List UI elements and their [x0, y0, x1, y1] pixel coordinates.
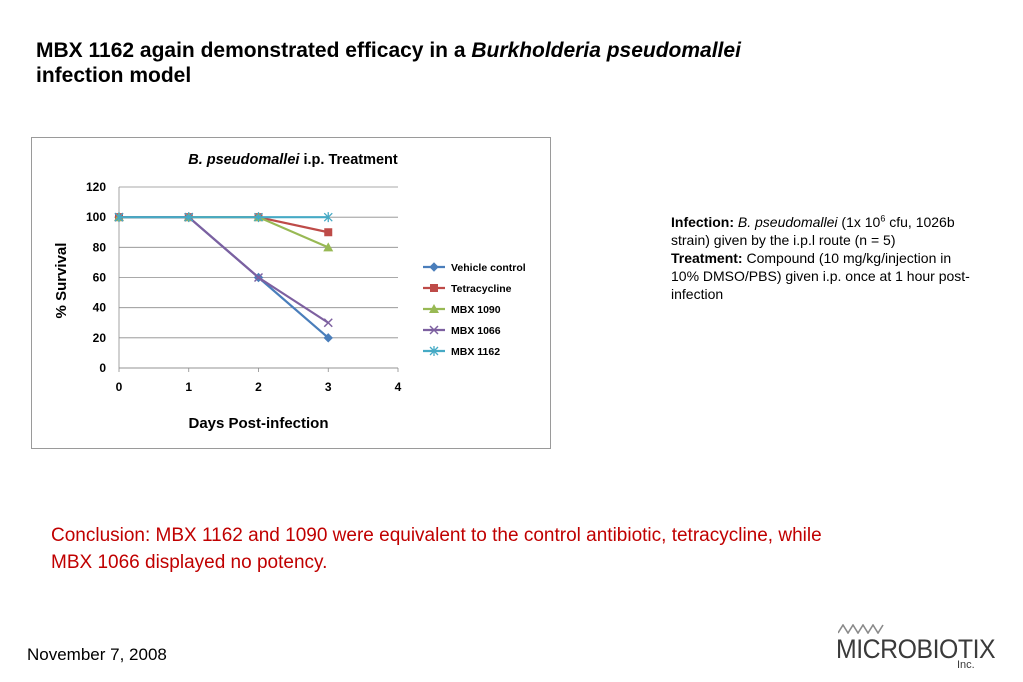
y-tick-label-40: 40	[93, 301, 107, 315]
legend-marker-tetracycline	[430, 284, 438, 292]
y-tick-label-120: 120	[86, 180, 106, 194]
logo-text: MICROBIOTIX	[836, 634, 996, 664]
point-mbx-1066-2	[253, 272, 264, 283]
point-tetracycline-3	[324, 228, 333, 237]
x-tick-label-1: 1	[185, 380, 192, 394]
footer-date: November 7, 2008	[27, 645, 167, 664]
infection-dose-exponent: 6	[880, 213, 886, 224]
y-tick-label-100: 100	[86, 210, 106, 224]
infection-species: B. pseudomallei	[737, 214, 838, 230]
infection-label: Infection:	[671, 214, 734, 230]
legend-marker-mbx-1090	[429, 304, 439, 313]
treatment-label: Treatment:	[671, 250, 743, 266]
legend-marker-vehicle-control	[429, 262, 439, 272]
legend-label-tetracycline: Tetracycline	[451, 283, 512, 295]
chart-title: B. pseudomallei i.p. Treatment	[188, 152, 398, 168]
legend-label-mbx-1162: MBX 1162	[451, 346, 500, 358]
slide-title-part2: infection model	[36, 64, 192, 87]
y-tick-label-20: 20	[93, 331, 107, 345]
x-tick-label-0: 0	[116, 380, 123, 394]
point-mbx-1162-1	[184, 212, 194, 223]
logo-wave-icon	[838, 624, 884, 634]
logo-inc: Inc.	[957, 659, 975, 671]
series-line-mbx-1090	[119, 216, 329, 249]
slide-title-part1: MBX 1162 again demonstrated efficacy in …	[36, 39, 472, 62]
point-mbx-1090-3	[323, 242, 334, 252]
y-tick-label-60: 60	[93, 271, 107, 285]
x-tick-label-2: 2	[255, 380, 262, 394]
y-tick-label-0: 0	[99, 361, 106, 375]
legend-label-vehicle-control: Vehicle control	[451, 262, 526, 274]
point-mbx-1162-2	[254, 212, 263, 223]
infection-dose-b: cfu, 1026b strain) given by the i.p.l ro…	[671, 214, 955, 248]
study-info: Infection: B. pseudomallei (1x 106 cfu, …	[671, 213, 971, 303]
slide-title-italic: Burkholderia pseudomallei	[471, 39, 741, 62]
legend-marker-mbx-1162	[429, 346, 439, 356]
y-tick-label-80: 80	[93, 240, 107, 254]
conclusion-text: Conclusion: MBX 1162 and 1090 were equiv…	[51, 525, 822, 573]
survival-chart: B. pseudomallei i.p. Treatment 0 20 40 60 80 1…	[31, 137, 551, 449]
point-mbx-1162-3	[323, 212, 333, 223]
x-axis-label: Days Post-infection	[188, 415, 328, 432]
series-line-tetracycline	[119, 216, 329, 234]
point-vehicle-control-3	[323, 333, 333, 343]
legend-label-mbx-1066: MBX 1066	[451, 325, 501, 337]
y-axis-label: % Survival	[53, 243, 70, 319]
point-mbx-1162-0	[114, 212, 124, 223]
treatment-text: Compound (10 mg/kg/injection in 10% DMSO…	[671, 250, 970, 302]
infection-dose-a: (1x 10	[841, 214, 881, 230]
point-mbx-1066-3	[323, 318, 333, 328]
legend-label-mbx-1090: MBX 1090	[451, 304, 501, 316]
x-tick-label-4: 4	[395, 380, 402, 394]
legend-marker-mbx-1066	[429, 325, 439, 335]
slide-title: MBX 1162 again demonstrated efficacy in …	[36, 38, 936, 88]
chart-canvas: B. pseudomallei i.p. Treatment0204060801…	[53, 152, 526, 432]
x-tick-label-3: 3	[325, 380, 332, 394]
microbiotix-logo: MICROBIOTIX Inc.	[832, 624, 996, 674]
